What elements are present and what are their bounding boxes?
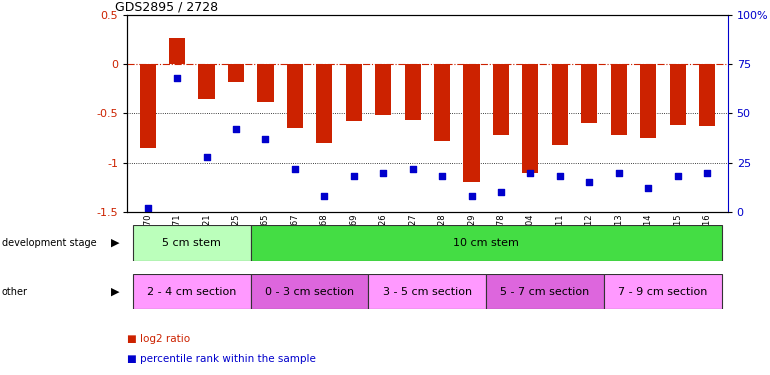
Bar bbox=[346, 64, 362, 122]
Bar bbox=[251, 274, 369, 309]
Text: development stage: development stage bbox=[2, 238, 96, 248]
Point bbox=[377, 170, 390, 176]
Text: 5 - 7 cm section: 5 - 7 cm section bbox=[500, 286, 590, 297]
Text: 5 cm stem: 5 cm stem bbox=[162, 238, 221, 248]
Point bbox=[318, 193, 330, 199]
Point bbox=[142, 205, 154, 211]
Bar bbox=[316, 64, 333, 143]
Point bbox=[642, 185, 654, 191]
Point bbox=[259, 136, 272, 142]
Text: 3 - 5 cm section: 3 - 5 cm section bbox=[383, 286, 472, 297]
Bar bbox=[404, 64, 420, 120]
Point bbox=[229, 126, 242, 132]
Point bbox=[407, 166, 419, 172]
Text: 2 - 4 cm section: 2 - 4 cm section bbox=[147, 286, 236, 297]
Point bbox=[436, 173, 448, 180]
Bar bbox=[604, 274, 721, 309]
Bar bbox=[434, 64, 450, 141]
Bar bbox=[169, 38, 186, 64]
Point bbox=[465, 193, 477, 199]
Text: ■ percentile rank within the sample: ■ percentile rank within the sample bbox=[127, 354, 316, 364]
Point bbox=[200, 154, 213, 160]
Point bbox=[613, 170, 625, 176]
Bar bbox=[486, 274, 604, 309]
Bar bbox=[139, 64, 156, 148]
Bar bbox=[286, 64, 303, 128]
Bar bbox=[464, 64, 480, 182]
Point bbox=[524, 170, 537, 176]
Text: ▶: ▶ bbox=[111, 238, 119, 248]
Bar bbox=[611, 64, 627, 135]
Text: 7 - 9 cm section: 7 - 9 cm section bbox=[618, 286, 708, 297]
Bar bbox=[369, 274, 486, 309]
Bar bbox=[133, 274, 251, 309]
Bar bbox=[257, 64, 273, 102]
Bar bbox=[552, 64, 568, 145]
Point bbox=[347, 173, 360, 180]
Text: 10 cm stem: 10 cm stem bbox=[454, 238, 519, 248]
Bar bbox=[640, 64, 656, 138]
Point bbox=[583, 179, 595, 185]
Bar bbox=[581, 64, 598, 123]
Bar bbox=[375, 64, 391, 116]
Point bbox=[671, 173, 684, 180]
Point bbox=[554, 173, 566, 180]
Bar bbox=[493, 64, 509, 135]
Bar bbox=[669, 64, 686, 125]
Bar bbox=[228, 64, 244, 82]
Text: other: other bbox=[2, 286, 28, 297]
Text: ■ log2 ratio: ■ log2 ratio bbox=[127, 334, 190, 344]
Bar bbox=[699, 64, 715, 126]
Bar bbox=[199, 64, 215, 99]
Point bbox=[495, 189, 507, 195]
Text: GDS2895 / 2728: GDS2895 / 2728 bbox=[115, 1, 218, 14]
Text: ▶: ▶ bbox=[111, 286, 119, 297]
Point bbox=[171, 75, 183, 81]
Text: 0 - 3 cm section: 0 - 3 cm section bbox=[265, 286, 354, 297]
Bar bbox=[522, 64, 538, 172]
Bar bbox=[133, 225, 251, 261]
Point bbox=[289, 166, 301, 172]
Bar bbox=[251, 225, 721, 261]
Point bbox=[701, 170, 713, 176]
